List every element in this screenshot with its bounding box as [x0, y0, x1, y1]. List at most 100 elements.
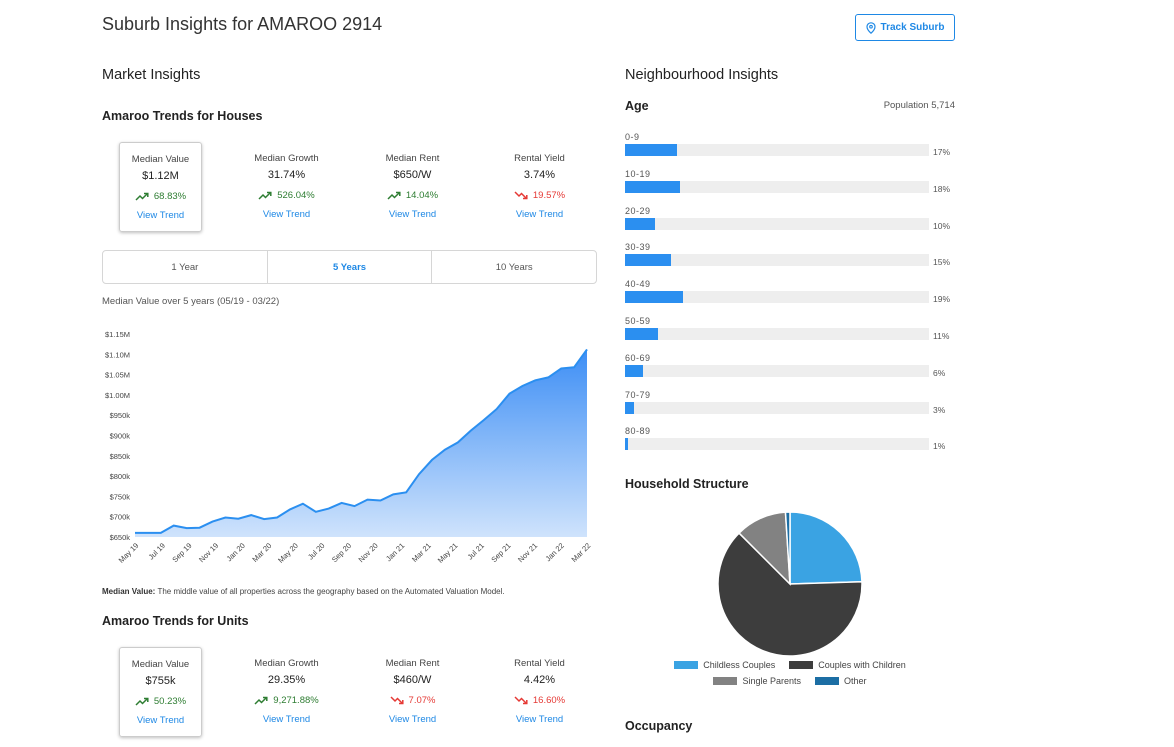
age-bar-track: [625, 438, 929, 451]
x-tick-label: Nov 19: [197, 541, 220, 564]
view-trend-link[interactable]: View Trend: [262, 209, 311, 220]
houses-median-growth-card[interactable]: Median Growth 31.74% 526.04% View Trend: [245, 142, 328, 232]
pie-slice-other[interactable]: [784, 511, 791, 585]
age-bar: [625, 401, 635, 414]
age-percent-label: 1%: [933, 441, 946, 452]
y-tick-label: $700k: [110, 513, 131, 522]
stat-change: 68.83%: [120, 191, 201, 202]
x-tick-label: Jul 21: [465, 541, 486, 562]
age-row-10-19: 10-19 18%: [625, 169, 955, 199]
legend-item-couples-with-children[interactable]: Couples with Children: [789, 660, 906, 670]
page-title: Suburb Insights for AMAROO 2914: [102, 14, 383, 34]
stat-label: Median Value: [131, 154, 190, 165]
age-percent-label: 15%: [933, 257, 951, 268]
household-structure-title: Household Structure: [625, 477, 749, 491]
legend-label: Single Parents: [742, 676, 802, 686]
houses-stats-row: Median Value $1.12M 68.83% View Trend Me…: [102, 142, 597, 232]
stat-value: $650/W: [393, 169, 432, 181]
neighbourhood-insights-title: Neighbourhood Insights: [625, 67, 779, 83]
age-range-label: 20-29: [625, 205, 651, 216]
series-line: [135, 348, 588, 534]
tab-1-year[interactable]: 1 Year: [171, 261, 199, 273]
legend-label: Couples with Children: [818, 660, 906, 670]
age-row-20-29: 20-29 10%: [625, 206, 955, 236]
tab-5-years[interactable]: 5 Years: [266, 251, 432, 283]
legend-row: Childless Couples Couples with Children: [625, 660, 955, 670]
y-tick-label: $900k: [110, 432, 131, 441]
y-tick-label: $1.05M: [105, 371, 130, 380]
y-tick-label: $800k: [110, 472, 131, 481]
legend-item-childless-couples[interactable]: Childless Couples: [674, 660, 775, 670]
stat-value: $460/W: [393, 674, 432, 686]
x-tick-label: May 21: [436, 541, 460, 565]
view-trend-link[interactable]: View Trend: [136, 715, 185, 726]
view-trend-link[interactable]: View Trend: [388, 209, 437, 220]
houses-median-value-card[interactable]: Median Value $1.12M 68.83% View Trend: [119, 142, 202, 232]
age-range-label: 70-79: [625, 389, 651, 400]
stat-label: Median Rent: [385, 153, 440, 164]
age-row-0-9: 0-9 17%: [625, 132, 955, 162]
stat-change: 526.04%: [245, 190, 328, 201]
stat-value: 29.35%: [267, 674, 306, 686]
age-range-label: 60-69: [625, 352, 651, 363]
age-bar-track: [625, 254, 929, 267]
x-tick-label: Jan 22: [544, 541, 566, 563]
age-percent-label: 11%: [933, 331, 950, 341]
age-range-label: 10-19: [625, 168, 651, 179]
age-bar-track: [625, 217, 929, 230]
median-value-chart: $650k $700k $750k $800k $850k $900k $950k $1.00…: [105, 330, 592, 565]
houses-rental-yield-card[interactable]: Rental Yield 3.74% 19.57% View Trend: [498, 142, 581, 232]
view-trend-link[interactable]: View Trend: [262, 714, 311, 725]
legend-item-single-parents[interactable]: Single Parents: [713, 676, 801, 686]
y-tick-label: $950k: [110, 411, 131, 420]
age-bar: [625, 438, 629, 451]
age-bar: [625, 144, 677, 156]
age-range-label: 0-9: [625, 132, 640, 142]
age-row-30-39: 30-39 15%: [625, 242, 955, 272]
median-value-footnote: Median Value: The middle value of all pr…: [102, 587, 602, 596]
trending-up-icon: [258, 191, 272, 200]
tab-10-years[interactable]: 10 Years: [431, 251, 596, 283]
stat-value: 31.74%: [267, 169, 306, 181]
units-median-rent-card[interactable]: Median Rent $460/W 7.07% View Trend: [371, 647, 454, 737]
age-range-label: 40-49: [625, 279, 651, 290]
legend-item-other[interactable]: Other: [815, 676, 867, 686]
legend-label: Other: [844, 676, 867, 686]
units-median-value-card[interactable]: Median Value $755k 50.23% View Trend: [119, 647, 202, 737]
age-row-60-69: 60-69 6%: [625, 353, 955, 383]
stat-change-value: 9,271.88%: [273, 695, 319, 706]
stat-value: 3.74%: [523, 169, 556, 181]
pie-legend: Childless Couples Couples with Children …: [625, 660, 955, 692]
units-median-growth-card[interactable]: Median Growth 29.35% 9,271.88% View Tren…: [245, 647, 328, 737]
trending-down-icon: [514, 191, 528, 200]
stat-label: Rental Yield: [514, 153, 565, 164]
view-trend-link[interactable]: View Trend: [515, 714, 564, 725]
pie-slice-childless-couples[interactable]: [789, 511, 863, 585]
trending-up-icon: [387, 191, 401, 200]
x-tick-label: Mar 21: [410, 541, 433, 564]
stat-change: 19.57%: [498, 190, 581, 201]
trending-down-icon: [390, 696, 404, 705]
stat-change-value: 68.83%: [153, 191, 187, 202]
view-trend-link[interactable]: View Trend: [136, 210, 185, 221]
age-bar: [625, 217, 656, 230]
houses-median-rent-card[interactable]: Median Rent $650/W 14.04% View Trend: [371, 142, 454, 232]
population-label: Population 5,714: [883, 100, 955, 111]
x-tick-label: Jul 20: [306, 541, 327, 562]
footnote-text: The middle value of all properties acros…: [155, 587, 505, 596]
area-fill: [135, 349, 587, 537]
age-bar: [625, 291, 683, 304]
household-structure-pie: [717, 511, 863, 657]
age-row-80-89: 80-89 1%: [625, 426, 955, 456]
age-range-label: 30-39: [625, 242, 651, 253]
units-stats-row: Median Value $755k 50.23% View Trend Med…: [102, 647, 597, 737]
x-tick-label: Nov 21: [516, 541, 539, 564]
view-trend-link[interactable]: View Trend: [515, 209, 564, 220]
track-suburb-button[interactable]: Track Suburb: [855, 14, 955, 41]
x-tick-label: May 19: [117, 541, 141, 565]
age-percent-label: 6%: [933, 367, 946, 378]
age-row-40-49: 40-49 19%: [625, 279, 955, 309]
pie-slice-couples-with-children[interactable]: [717, 532, 863, 657]
units-rental-yield-card[interactable]: Rental Yield 4.42% 16.60% View Trend: [498, 647, 581, 737]
view-trend-link[interactable]: View Trend: [388, 714, 437, 725]
